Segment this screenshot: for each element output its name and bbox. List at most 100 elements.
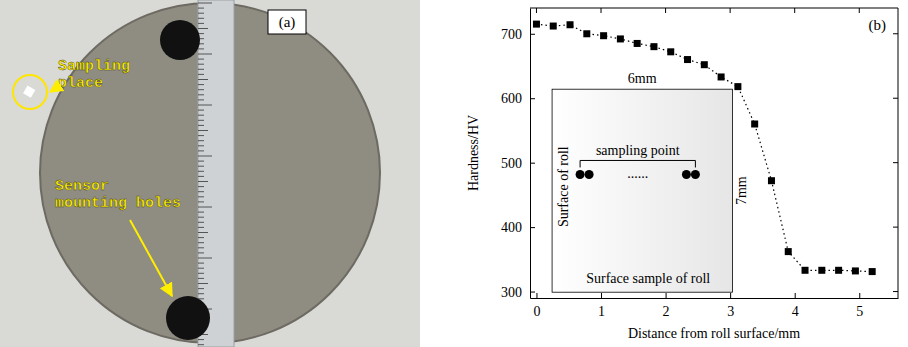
ruler-tick (198, 130, 208, 131)
x-tick-mark (859, 293, 860, 298)
ruler-tick (198, 64, 204, 65)
x-tick-mark (666, 293, 667, 298)
inset-dots: ...... (627, 166, 648, 181)
holes-label: Sensormounting holes (55, 178, 181, 212)
ruler-tick (198, 94, 204, 95)
ruler-tick (198, 212, 204, 213)
y-tick-mark-right (893, 98, 898, 99)
y-tick: 500 (501, 156, 535, 171)
ruler-tick (198, 150, 204, 151)
photo-panel: Samplingplace Sensormounting holes (a) (0, 0, 420, 347)
ruler-tick (198, 293, 204, 294)
ruler-tick (198, 13, 204, 14)
ruler-tick (198, 110, 204, 111)
x-tick-label: 5 (856, 304, 863, 319)
x-tick: 4 (792, 293, 799, 319)
ruler-tick (198, 74, 204, 75)
data-line (536, 24, 872, 271)
ruler-tick (198, 252, 204, 253)
sampling-circle (13, 75, 47, 109)
ruler-tick (198, 237, 204, 238)
data-point (650, 43, 657, 50)
data-point (667, 48, 674, 55)
data-point (751, 121, 758, 128)
inset-box (552, 89, 732, 292)
inset: 6mm7mmSurface of rollSurface sample of r… (552, 71, 749, 292)
data-point (718, 73, 725, 80)
ruler-tick (198, 196, 204, 197)
ruler-tick (198, 278, 204, 279)
ruler-tick (198, 201, 204, 202)
photo-background (0, 0, 420, 347)
y-tick: 600 (501, 91, 535, 106)
x-axis-line (531, 298, 899, 299)
ruler-tick (198, 135, 204, 136)
x-tick-mark-top (536, 8, 537, 13)
ruler-tick (198, 23, 204, 24)
x-tick-mark-top (859, 8, 860, 13)
x-tick-mark (795, 293, 796, 298)
ruler-tick (198, 54, 212, 55)
inset-bracket (580, 160, 695, 167)
x-tick-mark (601, 293, 602, 298)
y-axis-line (530, 9, 531, 299)
x-tick-label: 1 (598, 304, 605, 319)
y-tick: 300 (501, 285, 535, 300)
data-point (852, 267, 859, 274)
sampling-dot (585, 170, 594, 179)
ruler-tick (198, 176, 204, 177)
y-tick-label: 500 (501, 156, 522, 171)
x-tick-mark (730, 293, 731, 298)
y-tick-mark (530, 34, 535, 35)
frame-right (898, 8, 899, 298)
mounting-hole (160, 20, 200, 60)
y-tick-mark-right (893, 33, 898, 34)
mounting-hole (166, 296, 210, 340)
ruler-tick (198, 283, 208, 284)
data-point (550, 23, 557, 30)
ruler-tick (198, 48, 204, 49)
ruler-tick (198, 120, 204, 121)
x-axis: 012345 (531, 293, 899, 319)
panel-label-box (268, 10, 306, 34)
ruler-tick (198, 28, 208, 29)
y-tick-mark (530, 292, 535, 293)
ruler-tick (198, 145, 204, 146)
data-point (734, 83, 741, 90)
ruler-tick (198, 344, 204, 345)
ruler-tick (198, 227, 204, 228)
data-point (818, 267, 825, 274)
data-point (802, 267, 809, 274)
ruler-tick (198, 222, 204, 223)
y-tick-label: 300 (501, 285, 522, 300)
ruler-tick (198, 161, 204, 162)
y-tick-mark (530, 163, 535, 164)
x-tick-label: 3 (727, 304, 734, 319)
x-tick-label: 4 (792, 304, 799, 319)
ruler-tick (198, 140, 204, 141)
y-tick: 400 (501, 220, 535, 235)
x-tick: 0 (533, 293, 540, 319)
ruler-tick (198, 217, 204, 218)
panel-label: (b) (869, 17, 887, 34)
sampling-label: Samplingplace (58, 58, 130, 92)
frame-top (530, 8, 898, 9)
ruler-tick (198, 105, 212, 106)
y-tick-mark (530, 98, 535, 99)
x-tick: 1 (598, 293, 605, 319)
plot-marks (533, 21, 876, 275)
data-point (869, 268, 876, 275)
figure: SamplingplaceSensormounting holes(a)0123… (0, 0, 908, 347)
ruler-tick (198, 69, 204, 70)
panel-label: (a) (279, 14, 296, 31)
data-point (617, 35, 624, 42)
ruler-tick (198, 8, 204, 9)
x-tick-mark (536, 293, 537, 298)
ruler-tick (198, 156, 212, 157)
ruler-tick (198, 181, 208, 182)
data-point (533, 21, 540, 28)
ruler-tick (198, 89, 204, 90)
ruler-tick (198, 242, 204, 243)
ruler-tick (198, 232, 208, 233)
data-point (567, 21, 574, 28)
